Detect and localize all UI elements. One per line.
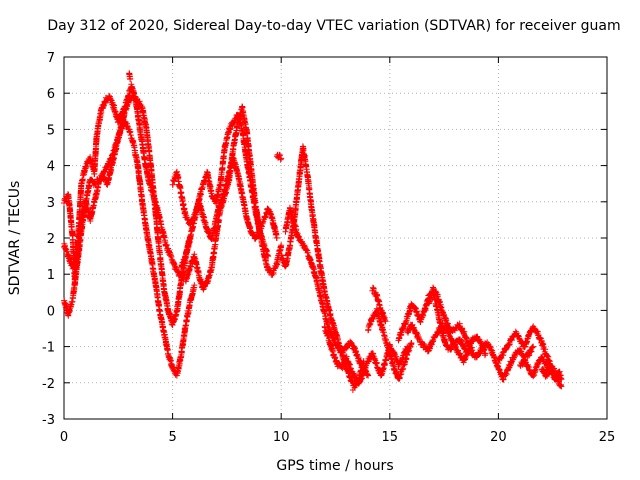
data-point-marks xyxy=(273,151,285,163)
x-tick-label: 10 xyxy=(273,430,290,445)
y-axis-label: SDTVAR / TECUs xyxy=(7,181,23,296)
x-tick-label: 15 xyxy=(382,430,399,445)
x-tick-label: 5 xyxy=(168,430,176,445)
data-point-marks xyxy=(182,103,272,293)
y-tick-label: -3 xyxy=(42,413,55,428)
y-tick-label: -1 xyxy=(42,341,55,356)
x-tick-label: 25 xyxy=(599,430,616,445)
grid xyxy=(64,57,607,419)
data-point-marks xyxy=(365,305,415,382)
data-point-marks xyxy=(425,284,476,354)
x-tick-label: 20 xyxy=(490,430,507,445)
y-tick-label: 0 xyxy=(47,304,55,319)
data-point-marks xyxy=(278,143,367,391)
x-axis-label: GPS time / hours xyxy=(276,458,393,474)
data-point-marks xyxy=(369,284,389,325)
data-point-marks xyxy=(465,339,537,383)
y-tick-label: 2 xyxy=(47,232,55,247)
y-tick-label: 6 xyxy=(47,87,55,102)
data-point-marks xyxy=(538,364,565,383)
y-tick-label: 3 xyxy=(47,196,55,211)
y-tick-label: 1 xyxy=(47,268,55,283)
data-series xyxy=(61,70,565,393)
data-point-marks xyxy=(349,387,356,393)
axis-ticks: 0 5 10 15 20 25 -3 -2 -1 0 1 2 3 4 5 6 7 xyxy=(42,51,615,445)
y-tick-label: -2 xyxy=(42,377,55,392)
y-tick-label: 7 xyxy=(47,51,55,66)
x-tick-label: 0 xyxy=(60,430,68,445)
y-tick-label: 5 xyxy=(47,123,55,138)
data-point-marks xyxy=(282,204,372,379)
data-point-marks xyxy=(61,93,193,328)
data-point-marks xyxy=(126,70,134,83)
chart-title: Day 312 of 2020, Sidereal Day-to-day VTE… xyxy=(47,18,620,34)
data-point-marks xyxy=(495,323,563,383)
y-tick-label: 4 xyxy=(47,160,55,175)
